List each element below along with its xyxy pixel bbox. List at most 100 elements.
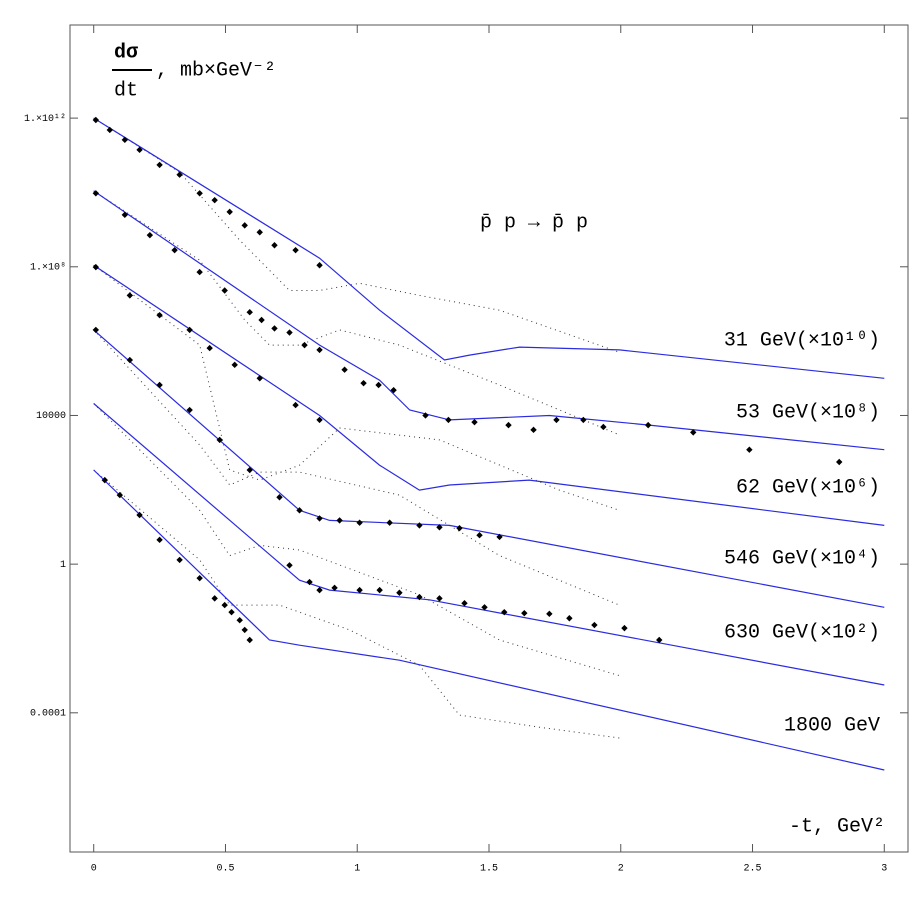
data-point [246,309,253,316]
data-point [553,416,560,424]
data-point [521,609,528,617]
data-point [690,429,697,436]
data-point [176,171,183,178]
data-point [136,511,143,519]
data-point [106,126,113,134]
reaction-annotation: p̄ p → p̄ p [480,211,588,234]
fit-curve [93,117,885,379]
data-point [92,190,100,197]
data-point [331,584,338,592]
data-point [356,519,363,526]
data-point [241,626,248,634]
data-point [211,595,218,602]
data-point [621,624,628,632]
data-point [436,524,443,531]
series-label: 31 GeV(×10¹⁰) [724,329,880,352]
x-tick-label: 2.5 [744,864,762,875]
data-point [228,608,235,616]
data-point [156,381,163,389]
data-point [656,636,663,644]
data-point [836,458,843,466]
data-point [546,610,553,618]
data-point [301,341,308,349]
x-tick-label: 3 [881,864,887,875]
data-point [445,416,452,424]
data-point [505,421,512,429]
data-point [146,231,154,239]
data-point [341,366,348,373]
series-label: 630 GeV(×10²) [724,621,880,644]
data-point [171,246,178,254]
data-point [276,494,283,501]
data-point [376,586,383,594]
data-point [221,601,228,609]
data-point [156,536,163,544]
data-point [241,222,248,229]
data-point [360,379,367,387]
alt-model-curve [93,469,620,739]
data-point [221,287,228,294]
data-point [186,406,193,414]
data-point [471,418,478,426]
data-point [92,116,100,124]
data-point [126,356,134,364]
series-label: 1800 GeV [784,714,880,737]
x-tick-label: 0 [91,864,97,875]
data-point [296,507,303,514]
data-point [231,361,238,369]
data-point [196,574,203,582]
data-point [476,532,483,539]
x-tick-label: 0.5 [216,864,234,875]
data-point [416,522,423,529]
data-point [211,196,218,204]
series-label: 62 GeV(×10⁶) [736,476,880,499]
data-point [316,416,323,424]
data-point [481,604,488,611]
alt-model-curve [93,264,620,511]
y-tick-label: 1.×10⁸ [30,262,66,273]
data-point [236,617,243,624]
data-point [375,381,382,389]
alt-model-curve [93,403,620,677]
data-point [644,421,652,429]
fit-curve [93,329,885,608]
data-point [316,586,323,594]
alt-model-curve [93,329,620,606]
data-point [256,375,263,382]
y-tick-label: 1.×10¹² [24,114,66,125]
data-point [530,426,537,434]
data-point [156,161,163,169]
data-point [196,190,203,197]
y-tick-label: 1 [60,560,66,571]
data-point [566,615,573,622]
data-point [501,608,508,616]
data-point [316,346,323,354]
data-point [580,416,587,424]
data-point [92,263,100,271]
fit-curve [93,403,885,686]
data-point [258,316,265,324]
series-label: 53 GeV(×10⁸) [736,401,880,424]
data-point [271,325,278,332]
y-tick-label: 0.0001 [30,708,66,719]
xlabel: -t, GeV² [789,815,885,838]
data-point [456,524,463,532]
x-tick-label: 1.5 [480,864,498,875]
data-point [422,412,429,419]
data-point [126,292,134,299]
data-point [121,211,129,219]
data-point [286,329,293,336]
ylabel-unit: , mb×GeV⁻² [156,59,276,82]
data-point [591,621,598,629]
data-point [246,636,253,644]
data-point [292,246,299,254]
data-point [396,589,403,596]
data-point [496,533,503,541]
y-tick-label: 10000 [36,411,66,422]
data-point [386,519,393,526]
x-tick-label: 2 [618,864,624,875]
data-point [176,556,183,564]
ylabel-numerator: dσ [114,41,138,64]
data-point [286,562,293,569]
